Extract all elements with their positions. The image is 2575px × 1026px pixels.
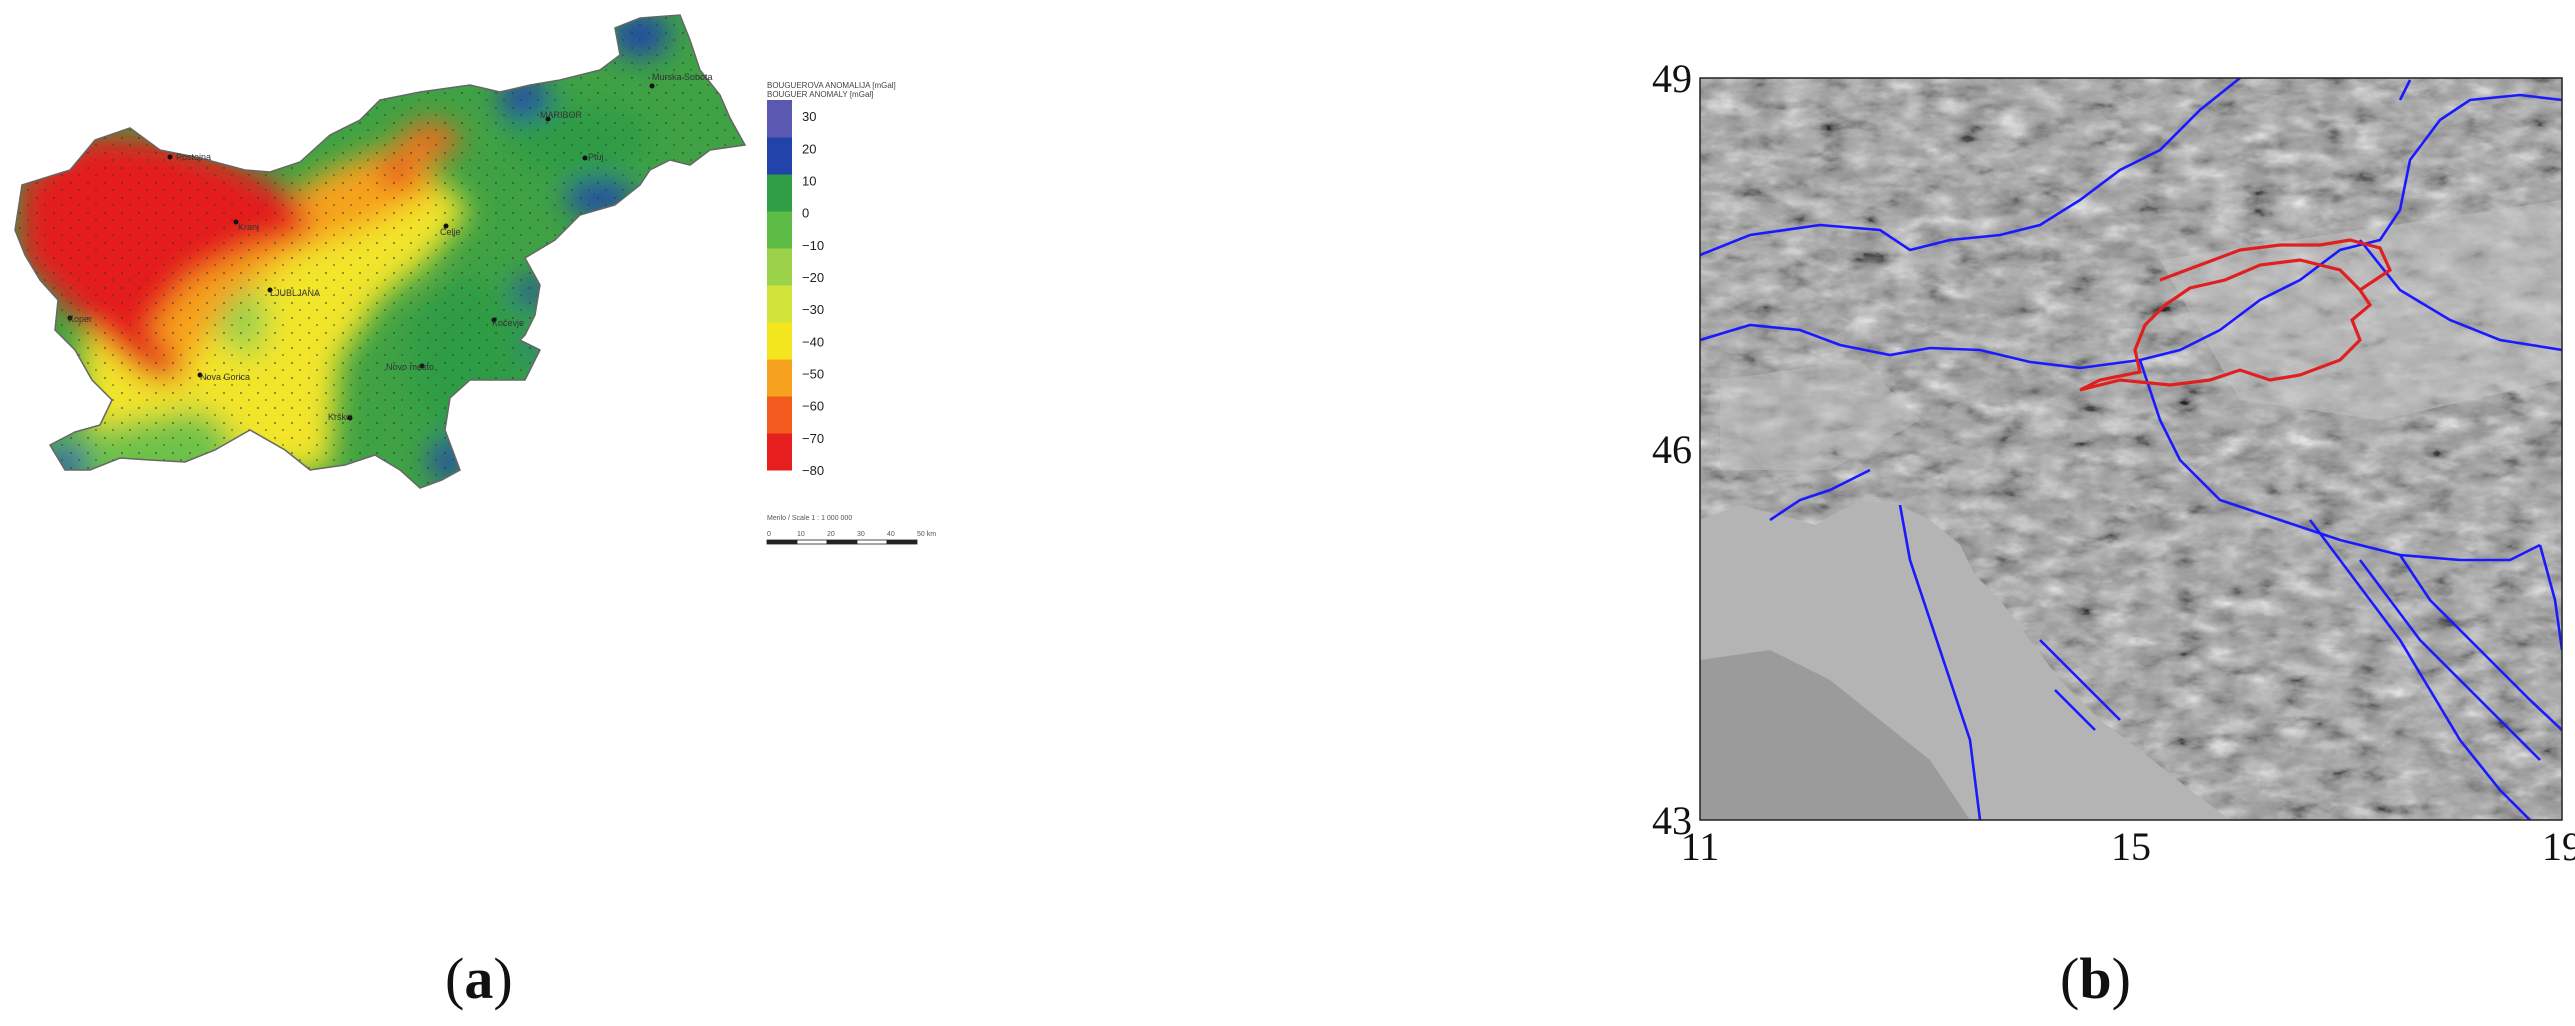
place-label: Murska Sobota — [652, 72, 713, 82]
latitude-ticks: 49 46 43 — [1652, 56, 1692, 843]
legend: BOUGUEROVA ANOMALIJA [mGal] BOUGUER ANOM… — [767, 81, 896, 478]
legend-tick-label: 0 — [802, 206, 809, 221]
legend-color-step — [767, 174, 792, 212]
scale-segment — [796, 539, 828, 545]
longitude-tick-label: 11 — [1681, 824, 1720, 869]
place-label: Kranj — [238, 222, 259, 232]
panel-b-relief-map: 49 46 43 11 15 19 — [1600, 0, 2575, 1021]
latitude-tick-label: 49 — [1652, 56, 1692, 101]
legend-title-en: BOUGUER ANOMALY [mGal] — [767, 90, 873, 99]
relief-area — [1700, 78, 2562, 820]
scale-segment — [856, 539, 888, 545]
legend-color-step — [767, 359, 792, 397]
scale-label: Merilo / Scale 1 : 1 000 000 — [767, 515, 852, 522]
country-borders — [1700, 78, 2562, 820]
legend-tick-label: −70 — [802, 431, 824, 446]
scale-segment — [886, 539, 918, 545]
scale-tick-label: 0 — [767, 531, 771, 538]
caption-b-letter: b — [2079, 946, 2112, 1011]
place-label: Kočevje — [492, 318, 524, 328]
place-label: LJUBLJANA — [270, 288, 320, 298]
place-label: Ptuj — [588, 152, 604, 162]
scale-tick-label: 40 — [887, 531, 895, 538]
caption-a: (a) — [445, 946, 513, 1011]
legend-tick-label: −30 — [802, 302, 824, 317]
legend-tick-label: −60 — [802, 399, 824, 414]
panel-a-bouguer-map: MARIBOR Murska Sobota LJUBLJANA Celje Kr… — [14, 14, 936, 545]
scale-tick-label: 20 — [827, 531, 835, 538]
legend-color-step — [767, 433, 792, 471]
legend-ticks: 30 20 10 0 −10 −20 −30 −40 −50 −60 −70 −80 — [802, 109, 824, 478]
legend-color-step — [767, 137, 792, 175]
scale-tick-label: 30 — [857, 531, 865, 538]
legend-color-step — [767, 248, 792, 286]
place-label: Novo mesto — [386, 362, 434, 372]
slovenia-border — [2079, 238, 2393, 392]
legend-color-step — [767, 211, 792, 249]
longitude-tick-label: 19 — [2542, 824, 2575, 869]
legend-tick-label: −50 — [802, 366, 824, 381]
place-label: Koper — [68, 314, 92, 324]
scale-tick-label: 10 — [797, 531, 805, 538]
place-label: MARIBOR — [540, 110, 583, 120]
legend-color-step — [767, 322, 792, 360]
place-labels: MARIBOR Murska Sobota LJUBLJANA Celje Kr… — [67, 72, 713, 422]
longitude-tick-label: 15 — [2111, 824, 2151, 869]
place-label: Nova Gorica — [200, 372, 250, 382]
place-label: Celje — [440, 227, 461, 237]
legend-tick-label: −10 — [802, 238, 824, 253]
legend-tick-label: −40 — [802, 334, 824, 349]
scale-bar: Merilo / Scale 1 : 1 000 000 0 10 20 30 40 50… — [766, 515, 936, 545]
latitude-tick-label: 43 — [1652, 798, 1692, 843]
scale-segment — [766, 539, 798, 545]
legend-title-sl: BOUGUEROVA ANOMALIJA [mGal] — [767, 81, 896, 90]
scale-ticks: 0 10 20 30 40 50 km — [767, 531, 936, 538]
legend-tick-label: −80 — [802, 463, 824, 478]
legend-tick-label: −20 — [802, 270, 824, 285]
legend-tick-label: 30 — [802, 109, 816, 124]
bouguer-map-svg: MARIBOR Murska Sobota LJUBLJANA Celje Kr… — [14, 14, 936, 545]
map-frame — [1699, 77, 2563, 821]
anomaly-field — [15, 15, 745, 488]
scale-segments — [766, 539, 918, 545]
legend-tick-label: 20 — [802, 141, 816, 156]
latitude-tick-label: 46 — [1652, 427, 1692, 472]
relief-map-svg: 49 46 43 11 15 19 — [1652, 56, 2575, 869]
legend-colorbar — [767, 100, 792, 471]
legend-color-step — [767, 396, 792, 434]
place-label: Krško — [328, 412, 351, 422]
caption-b: (b) — [2060, 946, 2131, 1011]
place-label: Postojna — [176, 152, 211, 162]
scale-tick-label: 50 km — [917, 531, 936, 538]
longitude-ticks: 11 15 19 — [1681, 824, 2575, 869]
legend-color-step — [767, 285, 792, 323]
legend-color-step — [767, 100, 792, 138]
caption-a-letter: a — [464, 946, 494, 1011]
scale-segment — [826, 539, 858, 545]
legend-tick-label: 10 — [802, 173, 816, 188]
